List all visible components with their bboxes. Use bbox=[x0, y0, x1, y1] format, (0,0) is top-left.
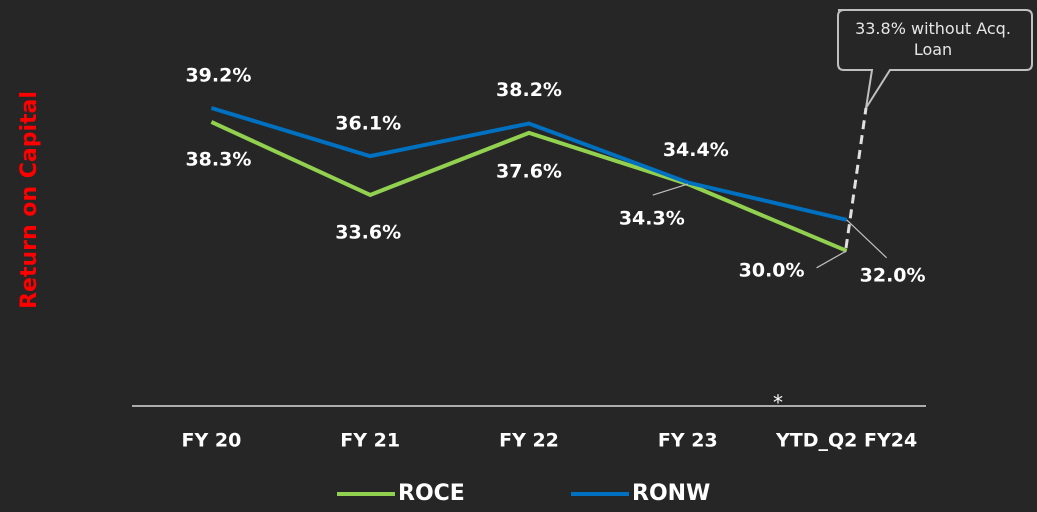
data-label: 36.1% bbox=[335, 113, 401, 135]
data-label: 32.0% bbox=[860, 264, 926, 286]
callout-text: 33.8% without Acq. Loan bbox=[855, 19, 1011, 59]
asterisk: * bbox=[773, 391, 783, 415]
series-line bbox=[210, 120, 848, 253]
x-tick-label: YTD_Q2 FY24 bbox=[775, 430, 917, 452]
leader-line bbox=[846, 219, 888, 259]
legend-label: ROCE bbox=[398, 481, 465, 506]
data-label: 38.3% bbox=[185, 148, 251, 170]
data-label: 39.2% bbox=[185, 65, 251, 87]
data-label: 30.0% bbox=[739, 259, 805, 281]
x-tick-label: FY 23 bbox=[658, 430, 718, 452]
y-axis-label: Return on Capital bbox=[17, 91, 42, 309]
callout-pointer bbox=[844, 107, 868, 249]
data-label: 33.6% bbox=[335, 221, 401, 243]
data-label: 37.6% bbox=[496, 160, 562, 182]
data-label: 38.2% bbox=[496, 79, 562, 101]
leader-line bbox=[652, 183, 688, 196]
x-tick-label: FY 22 bbox=[499, 430, 559, 452]
leader-line bbox=[816, 250, 847, 269]
x-tick-label: FY 20 bbox=[182, 430, 242, 452]
data-label: 34.3% bbox=[619, 208, 685, 230]
legend-label: RONW bbox=[632, 481, 710, 506]
x-tick-label: FY 21 bbox=[340, 430, 400, 452]
data-label: 34.4% bbox=[663, 139, 729, 161]
series-line bbox=[210, 106, 848, 222]
